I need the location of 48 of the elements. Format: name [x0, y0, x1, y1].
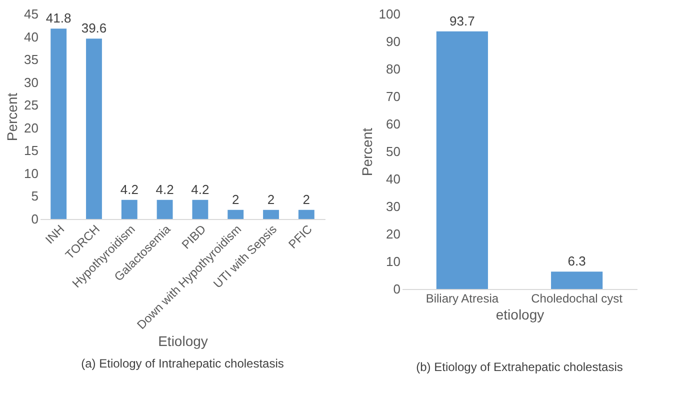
bar [156, 200, 173, 219]
bar [228, 210, 244, 219]
y-tick-label: 35 [24, 52, 38, 68]
data-label: 2 [302, 192, 310, 207]
y-tick-label: 20 [386, 226, 400, 242]
y-axis-title: Percent [4, 92, 20, 142]
y-tick-label: 100 [378, 6, 400, 22]
x-tick-label: Choledochal cyst [531, 292, 624, 306]
y-tick-label: 60 [386, 116, 400, 132]
y-tick-label: 0 [393, 282, 400, 296]
bar [86, 38, 102, 219]
x-axis-title: etiology [496, 306, 544, 322]
data-label: 93.7 [450, 13, 475, 28]
y-tick-label: 10 [24, 166, 38, 181]
y-tick-label: 0 [31, 212, 38, 226]
data-label: 2 [232, 192, 240, 207]
data-label: 4.2 [191, 182, 210, 197]
bar [192, 200, 208, 219]
bar [50, 28, 67, 219]
data-label: 6.3 [568, 254, 586, 269]
bar [298, 210, 314, 219]
bar [263, 210, 279, 219]
data-label: 41.8 [46, 10, 72, 26]
y-tick-label: 90 [386, 34, 400, 49]
y-tick-label: 50 [386, 144, 400, 159]
y-tick-label: 5 [31, 188, 38, 204]
text: (a) Etiology of Intrahepatic cholestasis [81, 356, 284, 371]
y-axis-title: Percent [358, 128, 375, 176]
y-tick-label: 30 [24, 74, 38, 90]
y-tick-label: 20 [24, 120, 38, 136]
x-axis-title: Etiology [158, 333, 208, 350]
data-label: 4.2 [156, 182, 174, 197]
y-tick-label: 15 [24, 143, 38, 158]
y-tick-label: 80 [386, 62, 400, 76]
y-tick-label: 25 [24, 98, 38, 113]
y-tick-label: 40 [386, 172, 400, 186]
x-tick-label: Biliary Atresia [426, 292, 499, 306]
y-tick-label: 30 [386, 199, 400, 214]
y-tick-label: 70 [386, 89, 400, 104]
data-label: 39.6 [81, 20, 107, 36]
y-tick-label: 10 [386, 254, 400, 269]
text: (b) Etiology of Extrahepatic cholestasis [416, 360, 623, 374]
y-tick-label: 45 [24, 6, 38, 22]
data-label: 2 [267, 192, 275, 207]
x-tick-label: INH [42, 222, 68, 247]
y-tick-label: 40 [24, 29, 38, 44]
data-label: 4.2 [120, 182, 138, 197]
bar [121, 200, 138, 219]
